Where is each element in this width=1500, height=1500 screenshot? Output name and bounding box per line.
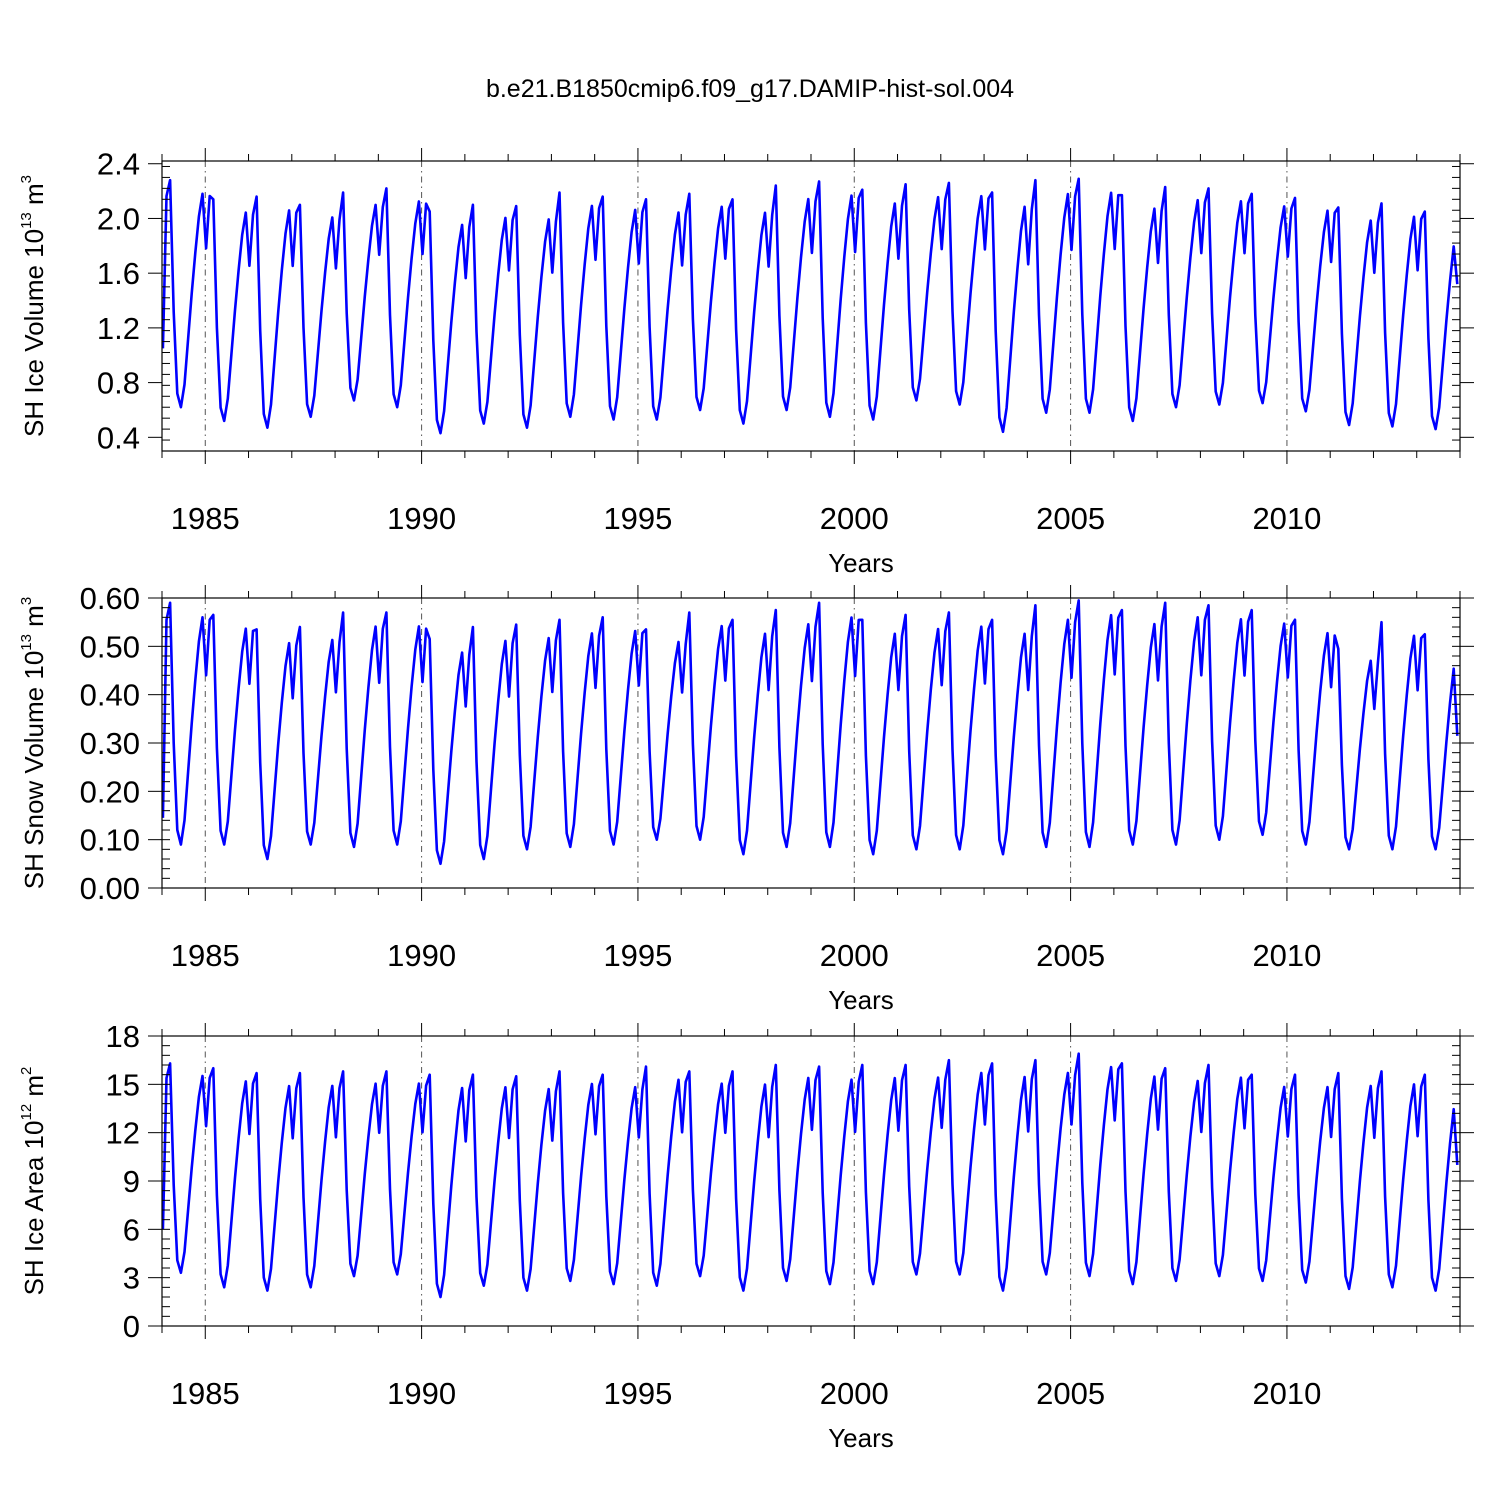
y-tick-label: 0.8 [97, 366, 140, 401]
y-tick-label: 1.6 [97, 256, 140, 291]
y-tick-label: 0.20 [80, 774, 140, 809]
x-tick-label: 1995 [603, 1376, 672, 1411]
x-tick-label: 1990 [387, 938, 456, 973]
x-axis-label: Years [828, 1423, 894, 1453]
y-tick-label: 0 [123, 1309, 140, 1344]
y-tick-label: 0.30 [80, 726, 140, 761]
x-tick-label: 2000 [820, 501, 889, 536]
y-tick-label: 18 [106, 1019, 140, 1054]
x-tick-label: 2010 [1252, 938, 1321, 973]
panel-1: 1985 1990 1995 2000 2005 2010 0.4 0.8 1.2 1.6 2.0 2… [18, 147, 1474, 578]
plot-frame [161, 597, 1461, 889]
x-tick-label: 2010 [1252, 1376, 1321, 1411]
x-tick-label: 1985 [171, 938, 240, 973]
panel-2: 1985 1990 1995 2000 2005 2010 0.00 0.10 0.20 0.30… [18, 581, 1474, 1015]
y-axis-label: SH Snow Volume 1013 m3 [18, 597, 49, 889]
x-tick-label: 1990 [387, 501, 456, 536]
x-tick-label: 2000 [820, 1376, 889, 1411]
x-tick-label: 1990 [387, 1376, 456, 1411]
y-tick-label: 1.2 [97, 311, 140, 346]
y-tick-label: 0.50 [80, 629, 140, 664]
y-axis-label: SH Ice Volume 1013 m3 [18, 175, 49, 437]
x-tick-label: 1985 [171, 501, 240, 536]
y-axis-label: SH Ice Area 1012 m2 [18, 1067, 49, 1296]
y-tick-label: 0.40 [80, 678, 140, 713]
y-tick-label: 15 [106, 1067, 140, 1102]
y-tick-label: 0.10 [80, 823, 140, 858]
y-tick-label: 9 [123, 1164, 140, 1199]
x-tick-label: 2010 [1252, 501, 1321, 536]
series-line-1 [161, 177, 1459, 435]
y-tick-label: 0.60 [80, 581, 140, 616]
y-tick-label: 0.00 [80, 871, 140, 906]
x-tick-label: 1985 [171, 1376, 240, 1411]
plot-frame [161, 160, 1461, 452]
figure-title: b.e21.B1850cmip6.f09_g17.DAMIP-hist-sol.… [486, 75, 1014, 103]
series-line-3 [161, 1052, 1459, 1299]
y-tick-label: 6 [123, 1212, 140, 1247]
x-tick-label: 1995 [603, 501, 672, 536]
y-tick-label: 2.4 [97, 147, 140, 182]
x-tick-label: 2000 [820, 938, 889, 973]
x-tick-label: 2005 [1036, 938, 1105, 973]
x-tick-label: 1995 [603, 938, 672, 973]
y-tick-label: 0.4 [97, 420, 140, 455]
y-tick-label: 2.0 [97, 201, 140, 236]
y-tick-label: 3 [123, 1261, 140, 1296]
panel-3: 1985 1990 1995 2000 2005 2010 0 3 6 9 12 15 18 Years S… [18, 1019, 1474, 1453]
plot-frame [161, 1035, 1461, 1327]
panels: 1985 1990 1995 2000 2005 2010 0.4 0.8 1.2 1.6 2.0 2… [18, 147, 1474, 1453]
x-tick-label: 2005 [1036, 501, 1105, 536]
y-tick-label: 12 [106, 1116, 140, 1151]
series-line-2 [161, 599, 1459, 866]
x-axis-label: Years [828, 548, 894, 578]
x-tick-label: 2005 [1036, 1376, 1105, 1411]
x-axis-label: Years [828, 985, 894, 1015]
